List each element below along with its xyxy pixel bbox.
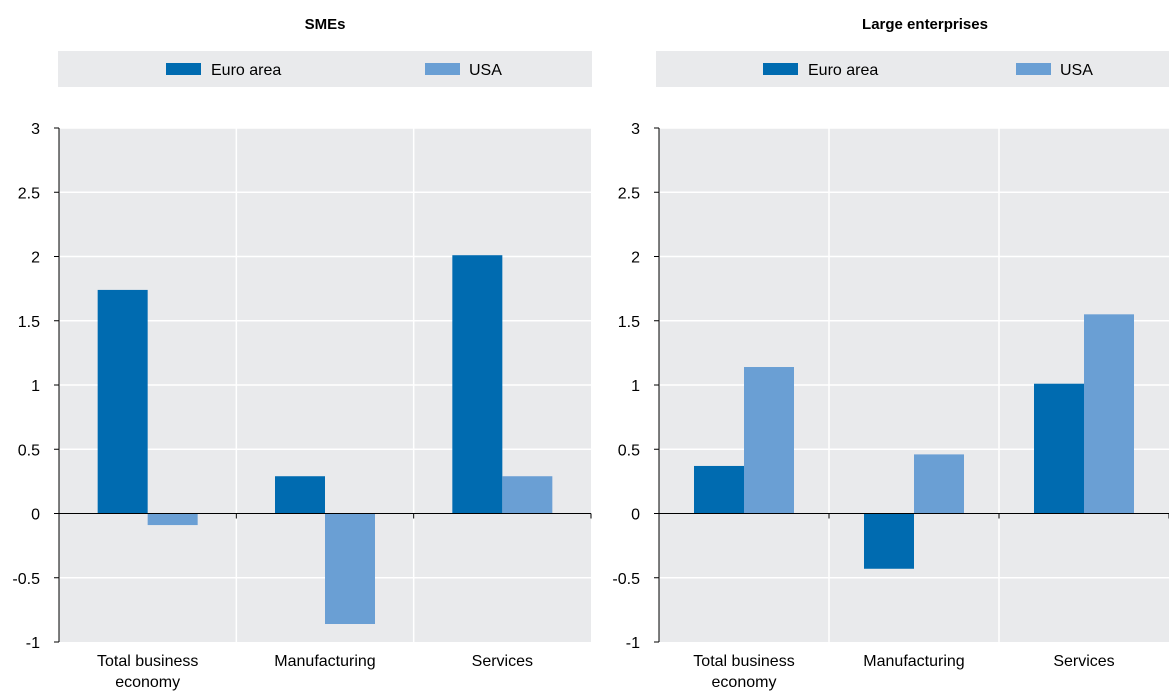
y-tick-label: 0.5 [618, 442, 640, 459]
y-tick-label: 1 [631, 378, 640, 395]
x-category-label: Manufacturing [274, 653, 375, 670]
y-tick-label: -0.5 [12, 571, 40, 588]
y-tick-label: -1 [26, 635, 40, 652]
x-category-label: economy [115, 674, 180, 691]
y-tick-label: 1 [31, 378, 40, 395]
bar-usa [502, 476, 553, 514]
x-category-label: economy [712, 674, 777, 691]
x-category-label: Services [1053, 653, 1114, 670]
x-category-label: Services [472, 653, 533, 670]
chart-title: Large enterprises [862, 16, 988, 33]
bar-euro-area [864, 513, 914, 569]
y-tick-label: 3 [31, 121, 40, 138]
legend-swatch-usa [425, 63, 460, 75]
legend-label-usa: USA [1060, 62, 1093, 79]
y-tick-label: 3 [631, 121, 640, 138]
y-tick-label: 0.5 [18, 442, 40, 459]
legend-label-euro-area: Euro area [211, 62, 281, 79]
x-category-label: Manufacturing [863, 653, 964, 670]
bar-usa [147, 513, 198, 526]
y-tick-label: 1.5 [18, 314, 40, 331]
y-tick-label: 2 [631, 250, 640, 267]
bar-euro-area [694, 465, 744, 514]
bar-usa [325, 513, 375, 625]
y-tick-label: 2.5 [18, 185, 40, 202]
legend-swatch-euro-area [166, 63, 201, 75]
legend-swatch-usa [1016, 63, 1051, 75]
bar-usa [1084, 314, 1134, 514]
x-category-label: Total business [97, 653, 198, 670]
chart-title: SMEs [305, 16, 346, 33]
bar-usa [744, 367, 794, 514]
bar-euro-area [275, 476, 325, 514]
panel-smes: SMEs Euro area USA 3 2.5 2 1.5 1 0.5 0 -0.5 -1 Total… [12, 16, 592, 691]
bar-euro-area [452, 255, 503, 514]
legend-swatch-euro-area [763, 63, 798, 75]
legend-label-euro-area: Euro area [808, 62, 878, 79]
legend-box [656, 51, 1169, 87]
panel-large-enterprises: Large enterprises Euro area USA 3 2.5 2 1.5 1 0.… [612, 16, 1169, 691]
legend-label-usa: USA [469, 62, 502, 79]
bar-usa [914, 454, 964, 514]
y-tick-label: 2.5 [618, 185, 640, 202]
x-category-label: Total business [693, 653, 794, 670]
legend-box [58, 51, 592, 87]
bar-euro-area [97, 289, 148, 514]
y-tick-label: 2 [31, 250, 40, 267]
y-tick-label: -0.5 [612, 571, 640, 588]
y-tick-label: -1 [626, 635, 640, 652]
y-tick-label: 0 [631, 507, 640, 524]
bar-euro-area [1034, 383, 1084, 514]
y-tick-label: 0 [31, 507, 40, 524]
y-tick-label: 1.5 [618, 314, 640, 331]
